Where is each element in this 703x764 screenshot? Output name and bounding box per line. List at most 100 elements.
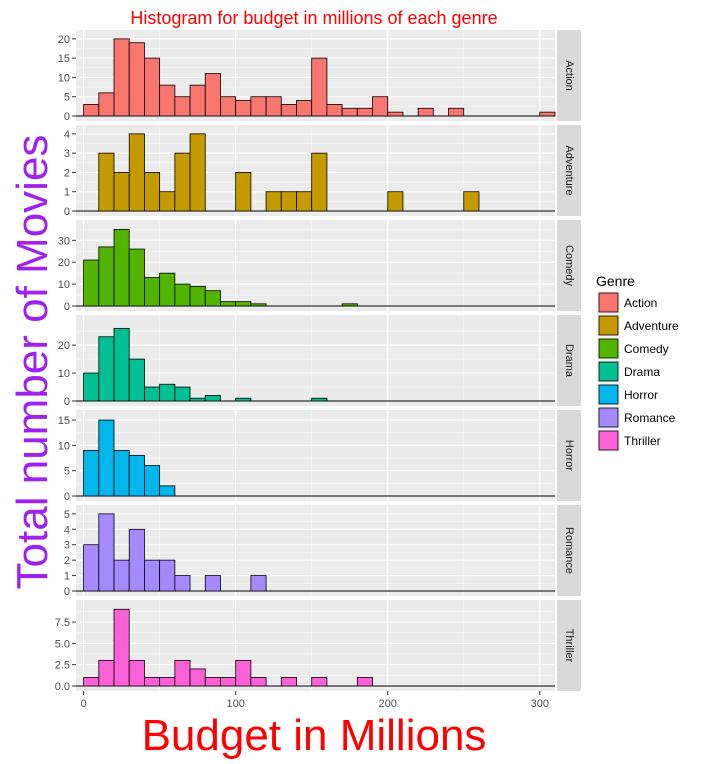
histogram-bar — [128, 660, 145, 687]
legend-item-comedy: Comedy — [597, 337, 669, 360]
y-tick-label: 10 — [58, 279, 70, 291]
histogram-bar — [128, 133, 145, 212]
histogram-bar — [204, 290, 221, 307]
histogram-bar — [311, 677, 328, 687]
histogram-bar — [83, 544, 100, 592]
histogram-bar — [189, 84, 206, 117]
legend-swatch — [598, 430, 619, 451]
chart-title: Histogram for budget in millions of each… — [130, 8, 497, 28]
facet-strip — [557, 410, 581, 501]
histogram-bar — [83, 104, 100, 117]
histogram-bar — [189, 285, 206, 307]
histogram-bar — [311, 57, 328, 117]
histogram-bar — [265, 191, 282, 212]
facet-strip-label: Drama — [563, 344, 575, 378]
histogram-bar — [235, 172, 252, 212]
histogram-bar — [159, 191, 176, 212]
legend-label: Comedy — [624, 342, 669, 356]
histogram-bar — [280, 104, 297, 117]
facet-panel-adventure: 0 1 2 3 4 Adventure — [64, 125, 581, 218]
histogram-bar — [98, 419, 115, 497]
facet-strip-label: Romance — [563, 527, 575, 574]
histogram-bar — [113, 559, 130, 592]
facet-strip — [557, 220, 581, 311]
y-tick-label: 0 — [64, 586, 70, 598]
histogram-bar — [189, 133, 206, 212]
histogram-bar — [296, 100, 313, 117]
legend-label: Horror — [624, 388, 658, 402]
histogram-bar — [83, 259, 100, 307]
histogram-bar — [204, 73, 221, 117]
histogram-bar — [250, 303, 267, 307]
y-tick-label: 5 — [64, 509, 70, 521]
histogram-bar — [174, 96, 191, 117]
histogram-bar — [311, 152, 328, 212]
histogram-bar — [144, 559, 161, 592]
facet-strip — [557, 125, 581, 216]
legend-swatch — [598, 361, 619, 382]
y-tick-label: 20 — [58, 34, 70, 46]
y-tick-label: 15 — [58, 53, 70, 65]
histogram-bar — [341, 303, 358, 307]
y-tick-label: 10 — [58, 440, 70, 452]
histogram-bar — [250, 575, 267, 592]
legend-label: Thriller — [624, 434, 661, 448]
histogram-bar — [174, 660, 191, 687]
legend-item-romance: Romance — [597, 406, 676, 429]
legend-swatch — [598, 407, 619, 428]
facet-strip — [557, 315, 581, 406]
histogram-bar — [189, 397, 206, 402]
histogram-bar — [159, 485, 176, 497]
y-tick-label: 1 — [64, 187, 70, 199]
facet-panel-horror: 0 5 10 15 Horror — [58, 410, 581, 503]
legend-label: Adventure — [624, 319, 679, 333]
x-tick-label: 100 — [226, 698, 244, 710]
x-tick-label: 300 — [531, 698, 549, 710]
y-tick-label: 2 — [64, 555, 70, 567]
facet-strip — [557, 30, 581, 121]
histogram-bar — [235, 301, 252, 307]
panel-background — [76, 600, 555, 691]
legend-item-adventure: Adventure — [597, 314, 679, 337]
histogram-bar — [144, 386, 161, 402]
legend-item-action: Action — [597, 291, 657, 314]
y-tick-label: 10 — [58, 72, 70, 84]
histogram-bar — [113, 228, 130, 307]
facet-strip-label: Adventure — [563, 145, 575, 195]
histogram-bar — [296, 191, 313, 212]
y-tick-label: 1 — [64, 571, 70, 583]
y-tick-label: 0 — [64, 301, 70, 313]
histogram-bar — [98, 513, 115, 592]
facet-strip-label: Comedy — [563, 245, 575, 286]
legend-label: Drama — [624, 365, 660, 379]
y-tick-label: 2.5 — [55, 660, 70, 672]
y-tick-label: 5.0 — [55, 638, 70, 650]
facet-strip — [557, 600, 581, 691]
y-tick-label: 0 — [64, 111, 70, 123]
histogram-bar — [159, 559, 176, 592]
histogram-bar — [83, 372, 100, 402]
histogram-bar — [113, 327, 130, 402]
legend-item-drama: Drama — [597, 360, 660, 383]
facet-panel-drama: 0 10 20 Drama — [58, 315, 581, 408]
histogram-bar — [265, 96, 282, 117]
histogram-bar — [128, 248, 145, 307]
x-axis: 0 100 200 300 — [81, 691, 549, 710]
legend-item-thriller: Thriller — [597, 429, 661, 452]
histogram-bar — [159, 84, 176, 117]
facet-panel-action: 0 5 10 15 20 Action — [58, 30, 581, 123]
histogram-bar — [174, 283, 191, 307]
y-tick-label: 0.0 — [55, 681, 70, 693]
x-tick-label: 0 — [81, 698, 87, 710]
histogram-bar — [159, 677, 176, 687]
histogram-bar — [174, 575, 191, 592]
histogram-bar — [159, 272, 176, 307]
histogram-bar — [113, 450, 130, 497]
histogram-bar — [174, 152, 191, 212]
y-tick-label: 4 — [64, 524, 70, 536]
histogram-bar — [98, 660, 115, 687]
histogram-bar — [128, 42, 145, 117]
x-axis-label: Budget in Millions — [142, 711, 487, 759]
histogram-bar — [235, 100, 252, 117]
